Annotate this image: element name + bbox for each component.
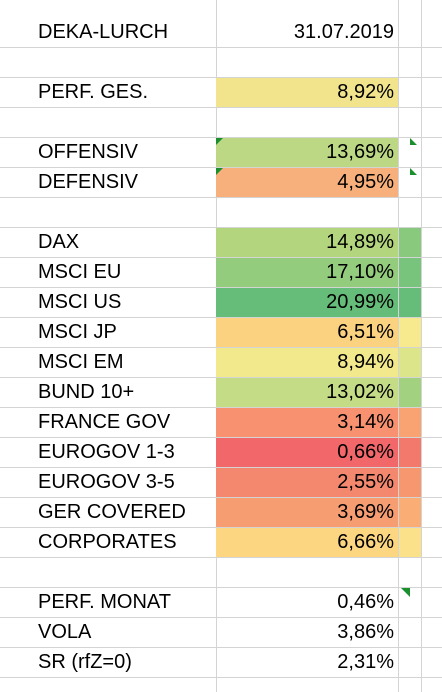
market-label[interactable]: GER COVERED — [38, 501, 186, 523]
vola-label[interactable]: VOLA — [38, 621, 92, 643]
date-cell[interactable]: 31.07.2019 — [216, 18, 398, 47]
market-value: 13,02% — [326, 381, 394, 403]
comment-marker-icon — [216, 168, 223, 175]
market-value-cell[interactable]: 6,66% — [216, 528, 398, 557]
vola-value-cell[interactable]: 3,86% — [216, 618, 398, 647]
date-value: 31.07.2019 — [293, 21, 394, 43]
sharpe-ratio-value-cell[interactable]: 2,31% — [216, 648, 398, 677]
market-label[interactable]: BUND 10+ — [38, 381, 135, 403]
market-row: MSCI JP 6,51% — [0, 318, 442, 348]
market-row: MSCI EM 8,94% — [0, 348, 442, 378]
market-label[interactable]: CORPORATES — [38, 531, 177, 553]
extra-color-cell[interactable] — [399, 408, 421, 437]
extra-color-cell[interactable] — [399, 228, 421, 257]
market-row: CORPORATES 6,66% — [0, 528, 442, 558]
market-value-cell[interactable]: 14,89% — [216, 228, 398, 257]
perf-month-row: PERF. MONAT 0,46% — [0, 588, 442, 618]
defensiv-value: 4,95% — [337, 171, 394, 193]
empty-row — [0, 198, 442, 228]
market-value-cell[interactable]: 20,99% — [216, 288, 398, 317]
market-value: 3,69% — [337, 501, 394, 523]
perf-total-row: PERF. GES. 8,92% — [0, 78, 442, 108]
column-divider-b — [398, 0, 399, 692]
market-label[interactable]: MSCI JP — [38, 321, 117, 343]
market-value-cell[interactable]: 6,51% — [216, 318, 398, 347]
market-label[interactable]: MSCI EM — [38, 351, 124, 373]
market-row: EUROGOV 1-3 0,66% — [0, 438, 442, 468]
column-divider-c — [421, 0, 422, 692]
market-label[interactable]: EUROGOV 3-5 — [38, 471, 175, 493]
empty-row — [0, 558, 442, 588]
defensiv-label[interactable]: DEFENSIV — [38, 171, 139, 193]
extra-color-cell[interactable] — [399, 378, 421, 407]
market-value-cell[interactable]: 3,69% — [216, 498, 398, 527]
empty-row — [0, 108, 442, 138]
extra-color-cell[interactable] — [399, 528, 421, 557]
sharpe-ratio-row: SR (rfZ=0) 2,31% — [0, 648, 442, 678]
market-value-cell[interactable]: 13,02% — [216, 378, 398, 407]
extra-color-cell[interactable] — [399, 288, 421, 317]
market-value-cell[interactable]: 2,55% — [216, 468, 398, 497]
market-value: 17,10% — [326, 261, 394, 283]
defensiv-value-cell[interactable]: 4,95% — [216, 168, 398, 197]
market-label[interactable]: DAX — [38, 231, 80, 253]
comment-marker-icon — [410, 138, 417, 145]
market-value: 0,66% — [337, 441, 394, 463]
market-row: FRANCE GOV 3,14% — [0, 408, 442, 438]
offensiv-value-cell[interactable]: 13,69% — [216, 138, 398, 167]
market-label[interactable]: MSCI US — [38, 291, 122, 313]
vola-row: VOLA 3,86% — [0, 618, 442, 648]
vola-value: 3,86% — [337, 621, 394, 643]
perf-total-value-cell[interactable]: 8,92% — [216, 78, 398, 107]
perf-month-value-cell[interactable]: 0,46% — [216, 588, 398, 617]
comment-marker-icon — [410, 168, 417, 175]
extra-color-cell[interactable] — [399, 348, 421, 377]
perf-month-value: 0,46% — [337, 591, 394, 613]
extra-color-cell[interactable] — [399, 468, 421, 497]
market-value: 20,99% — [326, 291, 394, 313]
market-value-cell[interactable]: 17,10% — [216, 258, 398, 287]
market-label[interactable]: FRANCE GOV — [38, 411, 171, 433]
market-label[interactable]: EUROGOV 1-3 — [38, 441, 175, 463]
market-value-cell[interactable]: 3,14% — [216, 408, 398, 437]
market-value: 8,94% — [337, 351, 394, 373]
perf-total-value: 8,92% — [337, 81, 394, 103]
perf-total-label[interactable]: PERF. GES. — [38, 81, 149, 103]
market-label[interactable]: MSCI EU — [38, 261, 122, 283]
header-row: DEKA-LURCH 31.07.2019 — [0, 18, 442, 48]
market-row: GER COVERED 3,69% — [0, 498, 442, 528]
market-row: DAX 14,89% — [0, 228, 442, 258]
market-value-cell[interactable]: 0,66% — [216, 438, 398, 467]
extra-color-cell[interactable] — [399, 258, 421, 287]
offensiv-label[interactable]: OFFENSIV — [38, 141, 139, 163]
sharpe-ratio-label[interactable]: SR (rfZ=0) — [38, 651, 132, 673]
market-row: MSCI US 20,99% — [0, 288, 442, 318]
offensiv-value: 13,69% — [326, 141, 394, 163]
offensiv-row: OFFENSIV 13,69% — [0, 138, 442, 168]
market-value-cell[interactable]: 8,94% — [216, 348, 398, 377]
perf-month-label[interactable]: PERF. MONAT — [38, 591, 171, 613]
market-row: EUROGOV 3-5 2,55% — [0, 468, 442, 498]
extra-color-cell[interactable] — [399, 318, 421, 347]
market-row: MSCI EU 17,10% — [0, 258, 442, 288]
market-value: 14,89% — [326, 231, 394, 253]
comment-marker-icon — [401, 588, 410, 597]
market-value: 6,51% — [337, 321, 394, 343]
comment-marker-icon — [216, 138, 223, 145]
extra-color-cell[interactable] — [399, 498, 421, 527]
extra-color-cell[interactable] — [399, 438, 421, 467]
market-value: 6,66% — [337, 531, 394, 553]
portfolio-name-cell[interactable]: DEKA-LURCH — [38, 21, 169, 43]
market-value: 2,55% — [337, 471, 394, 493]
sharpe-ratio-value: 2,31% — [337, 651, 394, 673]
defensiv-row: DEFENSIV 4,95% — [0, 168, 442, 198]
empty-row — [0, 48, 442, 78]
market-row: BUND 10+ 13,02% — [0, 378, 442, 408]
market-value: 3,14% — [337, 411, 394, 433]
